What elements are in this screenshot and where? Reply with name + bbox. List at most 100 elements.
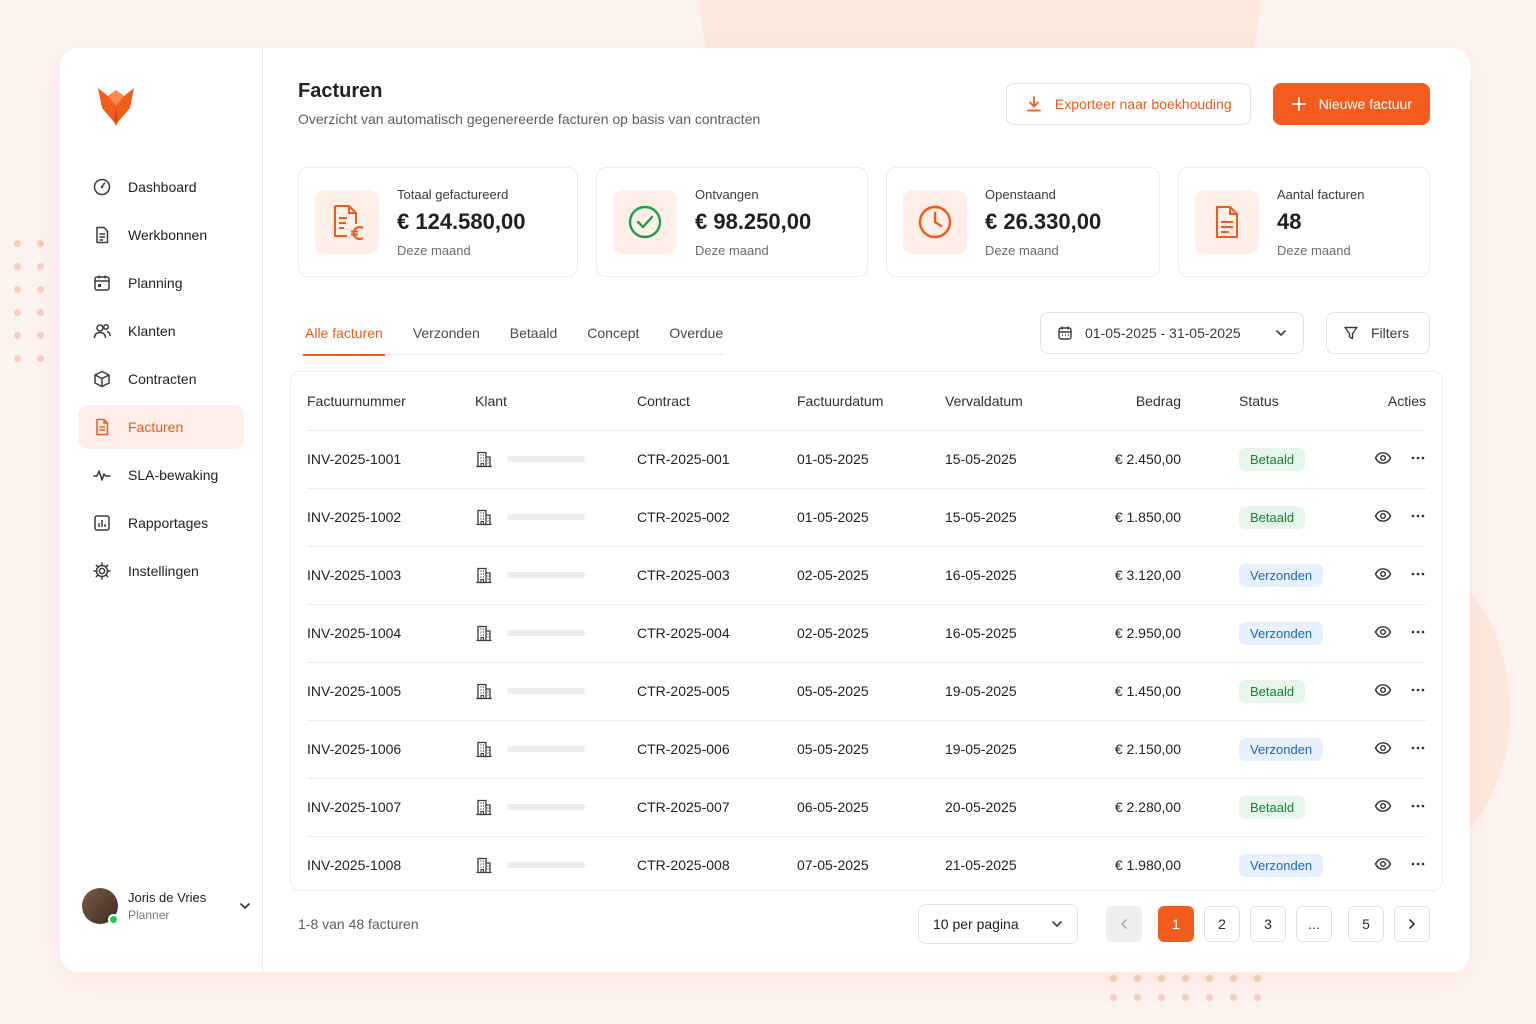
- customer-name-placeholder: [507, 862, 585, 869]
- tab-all[interactable]: Alle facturen: [303, 311, 385, 356]
- online-indicator: [108, 914, 119, 925]
- page-button[interactable]: 5: [1348, 906, 1384, 942]
- page-button[interactable]: 1: [1158, 906, 1194, 942]
- table-row[interactable]: INV-2025-1004 CTR-2025-004 02-05-2025 16-05…: [307, 604, 1426, 663]
- table-row[interactable]: INV-2025-1002 CTR-2025-002 01-05-2025 15-05…: [307, 488, 1426, 547]
- status-badge: Betaald: [1239, 447, 1306, 471]
- per-page-select[interactable]: 10 per pagina: [918, 904, 1078, 944]
- invoice-number[interactable]: INV-2025-1007: [307, 778, 475, 837]
- status-badge: Betaald: [1239, 679, 1306, 703]
- page-ellipsis: ...: [1296, 906, 1332, 942]
- stat-label: Ontvangen: [695, 186, 759, 202]
- eye-icon[interactable]: [1374, 797, 1392, 815]
- prev-page-button[interactable]: [1106, 906, 1142, 942]
- invoice-date: 02-05-2025: [797, 546, 945, 605]
- column-header[interactable]: Klant: [475, 372, 637, 431]
- table-row[interactable]: INV-2025-1003 CTR-2025-003 02-05-2025 16-05…: [307, 546, 1426, 605]
- eye-icon[interactable]: [1374, 855, 1392, 873]
- users-icon: [92, 321, 112, 341]
- new-invoice-button[interactable]: Nieuwe factuur: [1272, 83, 1430, 125]
- column-header[interactable]: Contract: [637, 372, 797, 431]
- sidebar-item-sla-bewaking[interactable]: SLA-bewaking: [78, 453, 244, 497]
- column-header[interactable]: Status: [1239, 372, 1359, 431]
- tab-paid[interactable]: Betaald: [509, 324, 558, 341]
- status-badge: Verzonden: [1239, 563, 1324, 587]
- eye-icon[interactable]: [1374, 681, 1392, 699]
- column-header[interactable]: Factuurdatum: [797, 372, 945, 431]
- invoice-number[interactable]: INV-2025-1001: [307, 430, 475, 489]
- check-circle-icon: [613, 190, 677, 254]
- table-row[interactable]: INV-2025-1006 CTR-2025-006 05-05-2025 19-05…: [307, 720, 1426, 779]
- table-row[interactable]: INV-2025-1005 CTR-2025-005 05-05-2025 19-05…: [307, 662, 1426, 721]
- sidebar-item-label: SLA-bewaking: [128, 467, 219, 483]
- more-icon[interactable]: [1410, 624, 1426, 640]
- column-header[interactable]: Factuurnummer: [307, 372, 475, 431]
- stats-row: Totaal gefactureerd € 124.580,00 Deze ma…: [298, 167, 1430, 277]
- eye-icon[interactable]: [1374, 449, 1392, 467]
- more-icon[interactable]: [1410, 740, 1426, 756]
- more-icon[interactable]: [1410, 450, 1426, 466]
- table-row[interactable]: INV-2025-1001 CTR-2025-001 01-05-2025 15-05…: [307, 430, 1426, 489]
- eye-icon[interactable]: [1374, 623, 1392, 641]
- sidebar-item-klanten[interactable]: Klanten: [78, 309, 244, 353]
- sidebar-item-dashboard[interactable]: Dashboard: [78, 165, 244, 209]
- more-icon[interactable]: [1410, 856, 1426, 872]
- brand-logo[interactable]: [94, 82, 138, 126]
- customer-name-placeholder: [507, 688, 585, 694]
- sidebar-item-planning[interactable]: Planning: [78, 261, 244, 305]
- column-header[interactable]: Bedrag: [1073, 372, 1239, 431]
- invoice-date: 01-05-2025: [797, 488, 945, 547]
- due-date: 15-05-2025: [945, 488, 1073, 547]
- sidebar-item-facturen[interactable]: Facturen: [78, 405, 244, 449]
- page-button[interactable]: 3: [1250, 906, 1286, 942]
- invoice-date: 07-05-2025: [797, 857, 869, 874]
- stat-period: Deze maand: [985, 242, 1059, 258]
- building-icon: [476, 625, 492, 642]
- invoice-number[interactable]: INV-2025-1004: [307, 604, 475, 663]
- sidebar-item-contracten[interactable]: Contracten: [78, 357, 244, 401]
- filters-button[interactable]: Filters: [1326, 312, 1430, 354]
- stat-card-received: Ontvangen € 98.250,00 Deze maand: [596, 167, 868, 277]
- amount: € 2.280,00: [1073, 778, 1239, 837]
- tab-sent[interactable]: Verzonden: [412, 324, 480, 341]
- amount: € 1.980,00: [1114, 857, 1181, 874]
- status-badge: Betaald: [1239, 795, 1306, 819]
- invoice-number[interactable]: INV-2025-1003: [307, 546, 475, 605]
- next-page-button[interactable]: [1394, 906, 1430, 942]
- export-button[interactable]: Exporteer naar boekhouding: [1005, 83, 1251, 125]
- calendar-icon: [92, 273, 112, 293]
- column-header[interactable]: Vervaldatum: [945, 372, 1073, 431]
- page-header: Facturen Overzicht van automatisch gegen…: [298, 80, 1430, 127]
- invoice-icon: [92, 417, 112, 437]
- invoice-number[interactable]: INV-2025-1008: [307, 857, 402, 874]
- invoice-number[interactable]: INV-2025-1006: [307, 720, 475, 779]
- status-tabs: Alle facturen Verzonden Betaald Concept …: [298, 311, 726, 356]
- chevron-down-icon[interactable]: [238, 899, 252, 913]
- tab-concept[interactable]: Concept: [587, 324, 640, 341]
- invoice-date: 05-05-2025: [797, 720, 945, 779]
- user-menu[interactable]: Joris de Vries Planner: [82, 888, 252, 925]
- filters-button-label: Filters: [1371, 325, 1410, 341]
- more-icon[interactable]: [1410, 682, 1426, 698]
- sidebar-item-label: Contracten: [128, 371, 197, 387]
- plus-icon: [1291, 97, 1306, 111]
- page-button[interactable]: 2: [1204, 906, 1240, 942]
- more-icon[interactable]: [1410, 508, 1426, 524]
- amount: € 2.450,00: [1073, 430, 1239, 489]
- file-icon: [1195, 190, 1259, 254]
- tab-overdue[interactable]: Overdue: [669, 324, 724, 341]
- eye-icon[interactable]: [1374, 739, 1392, 757]
- sidebar-item-instellingen[interactable]: Instellingen: [78, 549, 244, 593]
- eye-icon[interactable]: [1374, 565, 1392, 583]
- invoice-number[interactable]: INV-2025-1005: [307, 662, 475, 721]
- more-icon[interactable]: [1410, 566, 1426, 582]
- date-range-picker[interactable]: 01-05-2025 - 31-05-2025: [1040, 312, 1304, 354]
- table-row[interactable]: INV-2025-1008 CTR-2025-008 07-05-2025 21-05…: [307, 836, 1426, 894]
- more-icon[interactable]: [1410, 798, 1426, 814]
- stat-value: € 124.580,00: [397, 208, 526, 234]
- sidebar-item-rapportages[interactable]: Rapportages: [78, 501, 244, 545]
- table-row[interactable]: INV-2025-1007 CTR-2025-007 06-05-2025 20-05…: [307, 778, 1426, 837]
- eye-icon[interactable]: [1374, 507, 1392, 525]
- invoice-number[interactable]: INV-2025-1002: [307, 488, 475, 547]
- sidebar-item-werkbonnen[interactable]: Werkbonnen: [78, 213, 244, 257]
